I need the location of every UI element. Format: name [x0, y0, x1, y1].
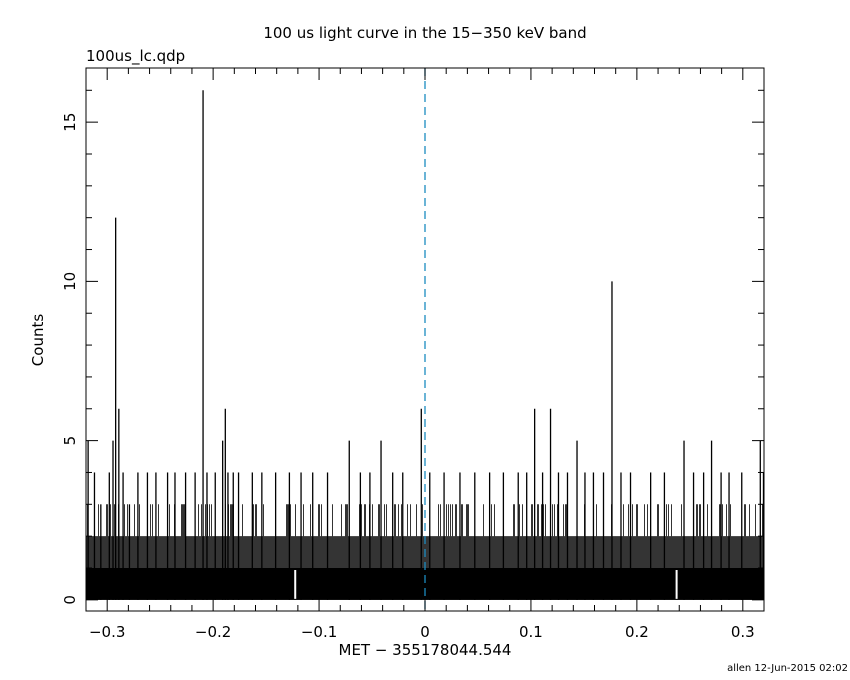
x-tick-label: −0.1: [301, 623, 337, 641]
x-tick-label: 0: [420, 623, 430, 641]
chart-subtitle: 100us_lc.qdp: [86, 47, 185, 66]
x-tick-label: −0.2: [195, 623, 231, 641]
x-axis-label: MET − 355178044.544: [339, 641, 512, 659]
footer-credit: allen 12-Jun-2015 02:02: [727, 663, 848, 674]
y-tick-label: 10: [61, 272, 79, 291]
x-tick-label: 0.3: [731, 623, 755, 641]
x-tick-label: 0.1: [519, 623, 543, 641]
y-axis-ticks: 0 5 10 15: [61, 89, 764, 605]
y-tick-label: 15: [61, 113, 79, 132]
count-bars: [86, 90, 765, 600]
y-axis-label: Counts: [29, 314, 47, 367]
x-axis-ticks: −0.3 −0.2 −0.1 0 0.1 0.2 0.3: [85, 68, 765, 641]
x-tick-label: −0.3: [89, 623, 125, 641]
x-tick-label: 0.2: [625, 623, 649, 641]
chart-title: 100 us light curve in the 15−350 keV ban…: [263, 24, 586, 42]
y-tick-label: 0: [61, 595, 79, 605]
y-tick-label: 5: [61, 436, 79, 446]
